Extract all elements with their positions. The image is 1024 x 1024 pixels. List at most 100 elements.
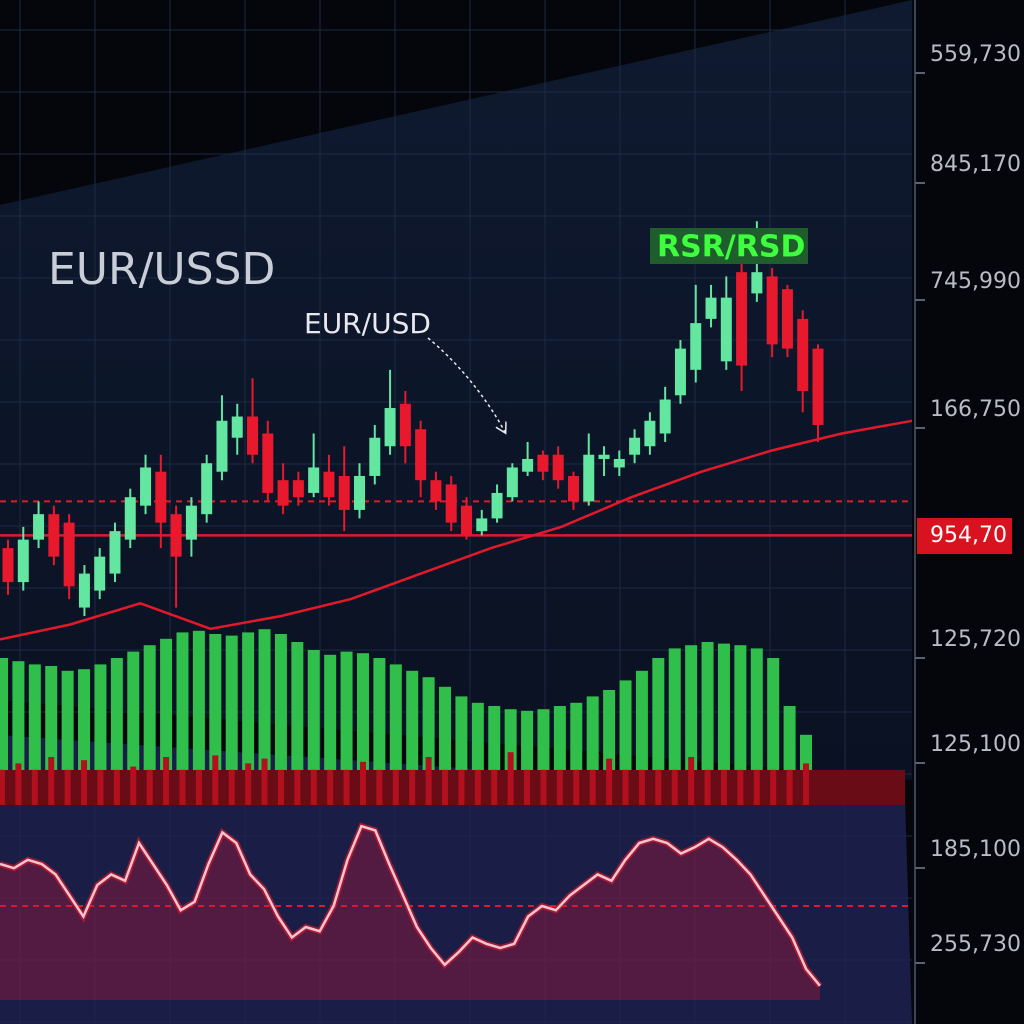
volume-bar xyxy=(12,661,25,770)
candle-body xyxy=(736,272,748,366)
sell-volume-bar xyxy=(638,769,645,805)
sell-volume-bar xyxy=(540,769,547,805)
candle-body xyxy=(354,475,366,510)
current-price-label: 954,70 xyxy=(930,523,1007,548)
candle-body xyxy=(277,480,289,506)
sell-volume-bar xyxy=(277,769,284,805)
volume-bar xyxy=(307,650,320,770)
candle-body xyxy=(674,348,686,396)
volume-bar xyxy=(61,670,74,770)
candle-body xyxy=(216,420,228,472)
price-panel xyxy=(0,0,912,780)
volume-bar xyxy=(127,651,140,770)
sell-volume-bar xyxy=(770,769,777,805)
volume-bar xyxy=(373,658,386,770)
sell-volume-bar xyxy=(507,752,514,805)
sell-volume-bar xyxy=(491,769,498,805)
volume-bar xyxy=(471,702,484,770)
sell-volume-bar xyxy=(376,769,383,805)
volume-bar xyxy=(356,653,369,770)
sell-volume-bar xyxy=(15,763,22,805)
candle-body xyxy=(552,454,564,481)
candle-body xyxy=(690,323,702,370)
volume-bar xyxy=(209,634,222,770)
axis-label: 255,730 xyxy=(930,932,1021,957)
volume-bar xyxy=(389,664,402,770)
volume-bar xyxy=(324,654,337,770)
current-price-box xyxy=(917,518,1012,554)
sell-volume-bar xyxy=(0,769,5,805)
axis-label: 745,990 xyxy=(930,269,1021,294)
sell-volume-bar xyxy=(31,769,38,805)
volume-bar xyxy=(717,643,730,770)
volume-bar xyxy=(603,690,616,770)
volume-bar xyxy=(439,686,452,770)
candle-body xyxy=(430,480,442,502)
chart-title: EUR/USSD xyxy=(48,244,275,295)
candle-body xyxy=(33,514,45,540)
sell-volume-bar xyxy=(327,769,334,805)
volume-bar xyxy=(652,658,665,770)
volume-bar xyxy=(619,680,632,770)
candle-body xyxy=(2,548,14,583)
sell-volume-bar xyxy=(228,769,235,805)
sell-volume-bar xyxy=(803,763,809,805)
volume-bar xyxy=(685,645,698,770)
volume-bar xyxy=(192,630,205,770)
sell-volume-bar xyxy=(261,758,268,805)
sell-volume-bar xyxy=(458,769,465,805)
sell-volume-bar xyxy=(146,769,153,805)
candle-body xyxy=(323,471,335,498)
sell-volume-bar xyxy=(212,755,219,805)
axis-label: 125,100 xyxy=(930,732,1021,757)
sell-volume-bar xyxy=(688,757,695,805)
sell-volume-bar xyxy=(753,769,760,805)
volume-bar xyxy=(406,670,419,770)
candle-body xyxy=(476,518,488,532)
sell-volume-bar xyxy=(425,757,432,805)
sell-volume-bar xyxy=(474,769,481,805)
candle-body xyxy=(140,467,152,506)
volume-bar xyxy=(340,651,353,770)
volume-bar xyxy=(45,666,58,770)
volume-bar xyxy=(586,696,599,770)
candle-body xyxy=(705,297,717,319)
price-axis: 559,730 845,170 745,990 166,750 125,720 125,1… xyxy=(915,42,1021,964)
volume-bar xyxy=(94,664,107,770)
candle-body xyxy=(369,437,381,476)
candle-body xyxy=(522,458,534,472)
candle-body xyxy=(338,475,350,510)
candle-body xyxy=(583,454,595,502)
volume-bar xyxy=(78,669,91,770)
candle-body xyxy=(491,492,503,519)
candle-body xyxy=(17,539,29,583)
candle-body xyxy=(155,471,167,523)
volume-bar xyxy=(455,696,468,770)
candle-body xyxy=(567,475,579,502)
volume-bar xyxy=(291,642,304,770)
candle-body xyxy=(751,272,763,294)
candle-body xyxy=(48,514,60,557)
volume-bar xyxy=(176,632,189,770)
volume-bar xyxy=(143,645,156,770)
volume-bar xyxy=(783,706,796,770)
volume-bar xyxy=(570,702,583,770)
volume-bar xyxy=(110,658,123,770)
indicator-label-box xyxy=(650,228,808,264)
sell-volume-bar xyxy=(392,769,399,805)
pair-arrow xyxy=(427,337,505,432)
candle-body xyxy=(170,514,182,557)
axis-label: 559,730 xyxy=(930,42,1021,67)
candle-body xyxy=(644,420,656,447)
sell-volume-bar xyxy=(442,769,449,805)
sell-volume-bar xyxy=(556,769,563,805)
volume-bar xyxy=(537,709,550,770)
volume-bar xyxy=(488,706,501,770)
sell-volume-bar xyxy=(310,769,317,805)
volume-bar xyxy=(274,634,287,770)
candle-body xyxy=(185,505,197,540)
candle-body xyxy=(720,297,732,362)
sell-volume-bar xyxy=(589,769,596,805)
sell-volume-bar xyxy=(48,757,55,805)
